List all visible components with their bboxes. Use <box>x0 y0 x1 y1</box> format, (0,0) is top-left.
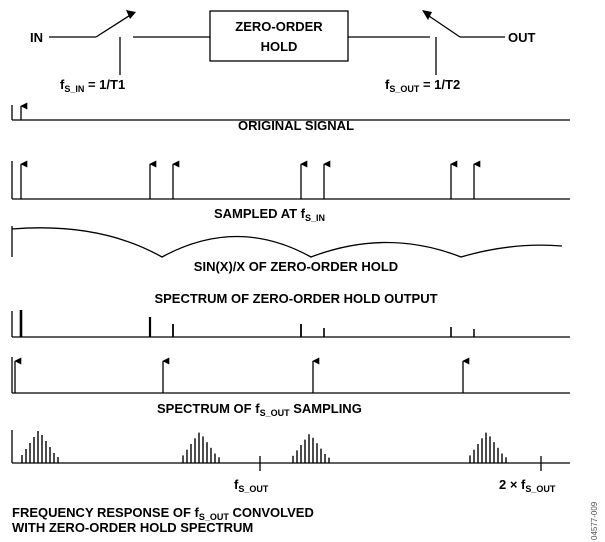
block-label-line2: HOLD <box>261 39 298 54</box>
output-label: OUT <box>508 30 536 45</box>
sampled-impulses <box>20 160 481 199</box>
fs-in-label: fS_IN = 1/T1 <box>60 77 125 94</box>
input-switch-arrowhead <box>126 10 136 19</box>
sinx-envelope-curve <box>11 227 563 258</box>
spectrum-zoh-label: SPECTRUM OF ZERO-ORDER HOLD OUTPUT <box>154 291 437 306</box>
panel-convolved: fS_OUT 2 × fS_OUT <box>11 430 570 494</box>
sampled-at-label: SAMPLED AT fS_IN <box>214 206 325 223</box>
block-label-line1: ZERO-ORDER <box>235 19 323 34</box>
output-switch-arm <box>425 13 461 38</box>
block-diagram: IN ZERO-ORDER HOLD OUT fS_IN = 1/T1 fS_O… <box>30 10 536 94</box>
panel-sampled: SAMPLED AT fS_IN <box>11 160 570 223</box>
fsout-impulses <box>14 357 470 393</box>
fsout-axis-label: fS_OUT <box>234 477 269 494</box>
caption-line1: FREQUENCY RESPONSE OF fS_OUT CONVOLVED <box>12 505 314 522</box>
panel-original-signal: ORIGINAL SIGNAL <box>11 102 570 133</box>
image-clusters <box>21 431 507 463</box>
figure-id: 04577-009 <box>590 501 599 540</box>
output-switch-arrowhead <box>422 10 432 20</box>
fs-out-label: fS_OUT = 1/T2 <box>385 77 460 94</box>
original-signal-label: ORIGINAL SIGNAL <box>238 118 354 133</box>
spectrum-fsout-label: SPECTRUM OF fS_OUT SAMPLING <box>157 401 362 418</box>
zoh-spectrum-lines <box>19 310 475 337</box>
caption-line2: WITH ZERO-ORDER HOLD SPECTRUM <box>12 520 253 535</box>
caption: FREQUENCY RESPONSE OF fS_OUT CONVOLVED W… <box>12 505 314 535</box>
panel-zoh-spectrum: SPECTRUM OF ZERO-ORDER HOLD OUTPUT <box>11 291 570 338</box>
zero-order-hold-block <box>209 10 349 62</box>
two-fsout-axis-label: 2 × fS_OUT <box>499 477 556 494</box>
input-switch-arm <box>95 13 133 38</box>
panel-sinx: SIN(X)/X OF ZERO-ORDER HOLD <box>11 226 563 274</box>
panel-fsout-sampling: SPECTRUM OF fS_OUT SAMPLING <box>11 357 570 418</box>
sinx-label: SIN(X)/X OF ZERO-ORDER HOLD <box>194 259 398 274</box>
input-label: IN <box>30 30 43 45</box>
